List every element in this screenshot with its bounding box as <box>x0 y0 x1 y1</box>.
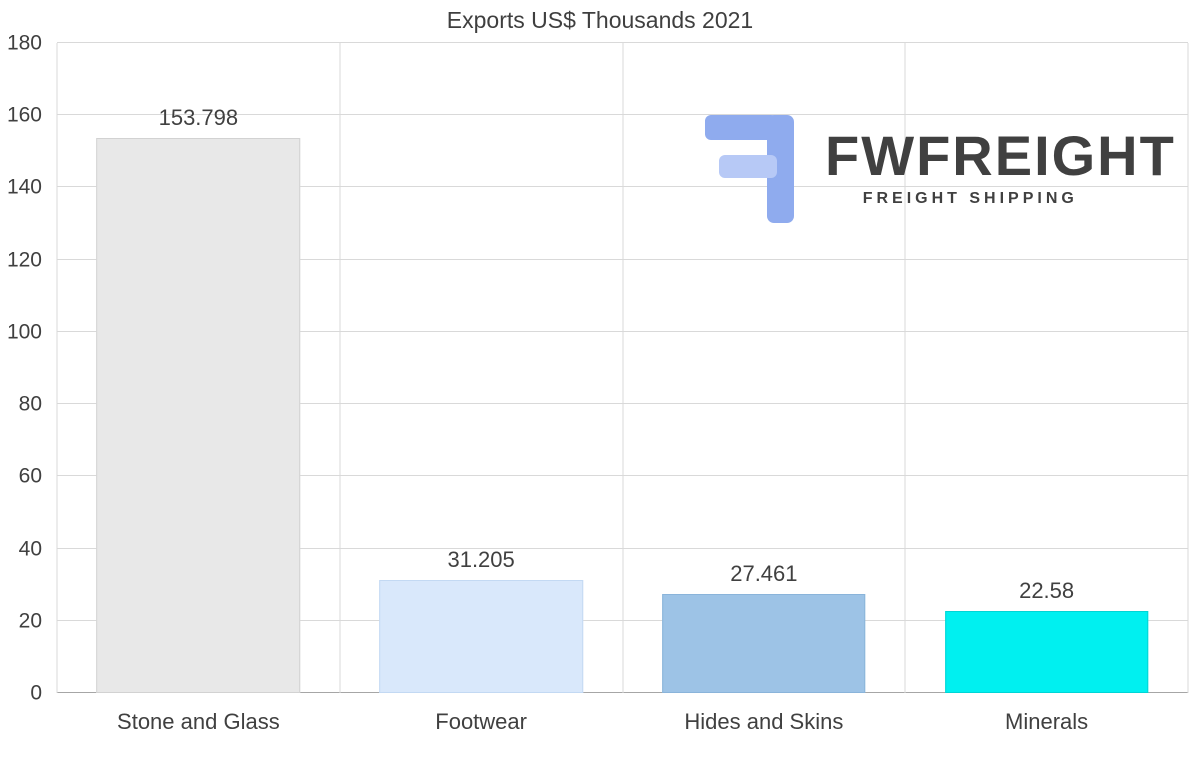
bar-stone-and-glass: 153.798 <box>96 105 301 693</box>
value-label-minerals: 22.58 <box>1019 578 1075 604</box>
fwfreight-logo-icon <box>705 115 794 223</box>
y-axis: 0 20 40 60 80 100 120 140 160 180 <box>0 33 48 704</box>
x-axis: Stone and Glass Footwear Hides and Skins Mi… <box>57 706 1188 738</box>
y-tick-label-140: 140 <box>6 175 42 199</box>
gridline-x-4 <box>1187 43 1189 693</box>
x-tick-label-stone-and-glass: Stone and Glass <box>117 709 280 734</box>
gridline-x-0 <box>56 43 58 693</box>
value-label-hides-and-skins: 27.461 <box>730 560 798 586</box>
bar-slot-footwear: 31.205 <box>340 43 623 693</box>
watermark: FWFREIGHT FREIGHT SHIPPING <box>705 109 1176 227</box>
gridline-y-180 <box>57 42 1188 43</box>
x-tick-label-hides-and-skins: Hides and Skins <box>684 709 844 734</box>
watermark-text: FWFREIGHT FREIGHT SHIPPING <box>825 128 1176 208</box>
bar-minerals: 22.58 <box>944 578 1149 693</box>
value-label-footwear: 31.205 <box>447 547 515 573</box>
bar-slot-stone-and-glass: 153.798 <box>57 43 340 693</box>
gridline-x-2 <box>622 43 623 693</box>
watermark-brand: FWFREIGHT <box>825 124 1176 187</box>
x-tick-label-minerals: Minerals <box>1005 709 1089 734</box>
y-tick-label-60: 60 <box>18 464 42 488</box>
bar-slot-hides-and-skins: 27.461 <box>623 43 906 693</box>
y-tick-label-160: 160 <box>6 103 42 127</box>
chart-title: Exports US$ Thousands 2021 <box>446 7 754 33</box>
bar-slot-minerals: 22.58 <box>905 43 1188 693</box>
y-tick-label-120: 120 <box>6 248 42 272</box>
gridline-x-1 <box>339 43 341 693</box>
watermark-tagline: FREIGHT SHIPPING <box>862 190 1078 207</box>
y-tick-label-80: 80 <box>18 392 42 416</box>
bar-footwear: 31.205 <box>379 547 583 693</box>
plot-area: FWFREIGHT FREIGHT SHIPPING 153.798 31.205… <box>56 42 1189 693</box>
y-tick-label-20: 20 <box>18 609 42 633</box>
y-tick-label-0: 0 <box>30 681 42 705</box>
y-tick-label-40: 40 <box>18 537 42 561</box>
bar-hides-and-skins: 27.461 <box>662 561 866 693</box>
y-tick-label-180: 180 <box>6 31 42 55</box>
grid-layer <box>56 42 1189 693</box>
bars-layer: 153.798 31.205 27.461 22.58 <box>57 43 1188 693</box>
gridline-x-3 <box>904 43 906 693</box>
x-tick-label-footwear: Footwear <box>435 709 527 734</box>
value-label-stone-and-glass: 153.798 <box>158 104 239 130</box>
y-tick-label-100: 100 <box>6 320 42 344</box>
